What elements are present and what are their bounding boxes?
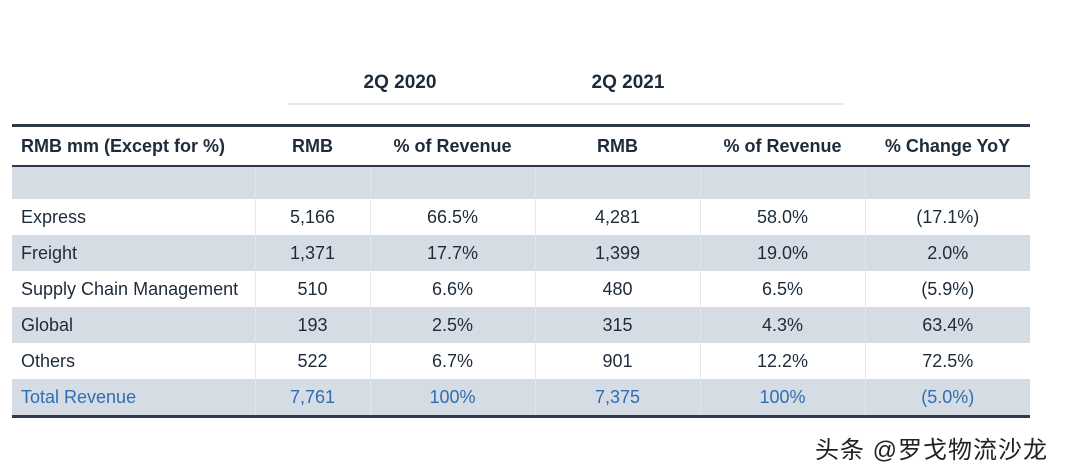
table-cell: 193 bbox=[254, 307, 370, 343]
table-cell: 1,399 bbox=[534, 235, 700, 271]
table-cell: 66.5% bbox=[369, 199, 535, 235]
table-cell: (5.9%) bbox=[864, 271, 1030, 307]
table-row: Express 5,166 66.5% 4,281 58.0% (17.1%) bbox=[12, 199, 1030, 235]
header-cell: % of Revenue bbox=[370, 125, 535, 167]
table-cell: 2.0% bbox=[864, 235, 1030, 271]
table-cell: 901 bbox=[534, 343, 700, 379]
row-label: Total Revenue bbox=[12, 379, 255, 417]
table-cell: 480 bbox=[534, 271, 700, 307]
table-cell: 7,761 bbox=[254, 379, 370, 417]
table-cell: 4.3% bbox=[699, 307, 865, 343]
period-divider bbox=[288, 103, 843, 105]
revenue-table: RMB mm (Except for %) RMB % of Revenue R… bbox=[12, 124, 1030, 418]
header-cell: RMB mm (Except for %) bbox=[12, 125, 255, 167]
row-label: Freight bbox=[12, 235, 255, 271]
table-cell: (17.1%) bbox=[864, 199, 1030, 235]
table-cell: 1,371 bbox=[254, 235, 370, 271]
row-label: Global bbox=[12, 307, 255, 343]
table-cell: 58.0% bbox=[699, 199, 865, 235]
table-row: Others 522 6.7% 901 12.2% 72.5% bbox=[12, 343, 1030, 379]
table-row: Global 193 2.5% 315 4.3% 63.4% bbox=[12, 307, 1030, 343]
table-cell: 315 bbox=[534, 307, 700, 343]
row-label: Supply Chain Management bbox=[21, 278, 239, 299]
table-cell: 6.6% bbox=[369, 271, 535, 307]
period-2q-2020: 2Q 2020 bbox=[363, 72, 437, 93]
table-cell: 6.5% bbox=[699, 271, 865, 307]
table-cell: 4,281 bbox=[534, 199, 700, 235]
header-cell: RMB bbox=[535, 125, 700, 167]
table-cell: 12.2% bbox=[699, 343, 865, 379]
row-label: Others bbox=[21, 350, 76, 371]
total-row: Total Revenue 7,761 100% 7,375 100% (5.0%) bbox=[12, 379, 1030, 417]
row-label: Express bbox=[21, 206, 87, 227]
table-cell: 72.5% bbox=[864, 343, 1030, 379]
table-cell: 2.5% bbox=[369, 307, 535, 343]
table-cell: 17.7% bbox=[369, 235, 535, 271]
table-row: Supply Chain Management 510 6.6% 480 6.5% (5.… bbox=[12, 271, 1030, 307]
blank-row bbox=[12, 166, 1030, 199]
table-cell: 19.0% bbox=[699, 235, 865, 271]
table-cell: 100% bbox=[369, 379, 535, 417]
header-row: RMB mm (Except for %) RMB % of Revenue R… bbox=[12, 125, 1030, 167]
table-cell: 7,375 bbox=[534, 379, 700, 417]
header-cell: RMB bbox=[255, 125, 370, 167]
table-cell: 510 bbox=[254, 271, 370, 307]
header-cell: % of Revenue bbox=[700, 125, 865, 167]
table-cell: 63.4% bbox=[864, 307, 1030, 343]
table-cell: 100% bbox=[699, 379, 865, 417]
table-cell: 5,166 bbox=[254, 199, 370, 235]
watermark: 头条 @罗戈物流沙龙 bbox=[815, 437, 1049, 464]
table-cell: 522 bbox=[254, 343, 370, 379]
table-row: Freight 1,371 17.7% 1,399 19.0% 2.0% bbox=[12, 235, 1030, 271]
header-cell: % Change YoY bbox=[865, 125, 1030, 167]
table-cell: 6.7% bbox=[369, 343, 535, 379]
period-2q-2021: 2Q 2021 bbox=[591, 72, 665, 93]
table-cell: (5.0%) bbox=[864, 379, 1030, 417]
